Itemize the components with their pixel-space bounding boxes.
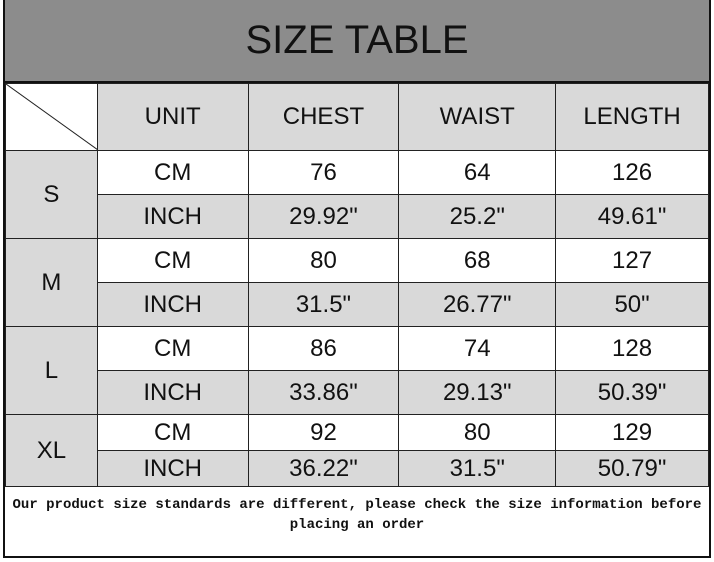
cell-unit: INCH <box>96 370 249 415</box>
page-title: SIZE TABLE <box>5 0 709 83</box>
footer-note: Our product size standards are different… <box>12 497 702 533</box>
cell-waist: 31.5" <box>398 450 557 487</box>
cell-length: 126 <box>555 150 709 195</box>
cell-chest: 76 <box>247 150 400 195</box>
table-row: XL CM 92 80 129 <box>5 414 709 487</box>
cell-length: 50.39" <box>555 370 709 415</box>
cell-unit: CM <box>96 326 249 371</box>
cell-chest: 92 <box>247 414 400 451</box>
cell-waist: 68 <box>398 238 557 283</box>
cell-waist: 80 <box>398 414 557 451</box>
cell-unit: INCH <box>96 450 249 487</box>
cell-waist: 26.77" <box>398 282 557 327</box>
cell-chest: 80 <box>247 238 400 283</box>
table-row: L CM 86 74 128 <box>5 326 709 415</box>
header-length: LENGTH <box>555 83 709 151</box>
size-label: L <box>5 326 98 415</box>
cell-waist: 64 <box>398 150 557 195</box>
size-label: S <box>5 150 98 239</box>
cell-length: 50.79" <box>555 450 709 487</box>
size-label: M <box>5 238 98 327</box>
cell-waist: 29.13" <box>398 370 557 415</box>
cell-length: 50" <box>555 282 709 327</box>
cell-chest: 36.22" <box>247 450 400 487</box>
header-chest: CHEST <box>247 83 400 151</box>
cell-length: 49.61" <box>555 194 709 239</box>
cell-chest: 29.92" <box>247 194 400 239</box>
cell-length: 128 <box>555 326 709 371</box>
diagonal-line <box>6 84 98 150</box>
cell-length: 127 <box>555 238 709 283</box>
table-row: S CM 76 64 126 <box>5 150 709 239</box>
cell-unit: CM <box>96 238 249 283</box>
cell-unit: CM <box>96 150 249 195</box>
table-row: INCH 36.22" 31.5" 50.79" <box>6 450 709 487</box>
cell-length: 129 <box>555 414 709 451</box>
size-label: XL <box>5 414 98 487</box>
table-row: INCH 33.86" 29.13" 50.39" <box>6 370 709 415</box>
table-row: INCH 29.92" 25.2" 49.61" <box>6 194 709 239</box>
cell-unit: INCH <box>96 282 249 327</box>
header-unit: UNIT <box>96 83 249 151</box>
cell-chest: 31.5" <box>247 282 400 327</box>
cell-chest: 86 <box>247 326 400 371</box>
table-row: M CM 80 68 127 <box>5 238 709 327</box>
cell-unit: CM <box>96 414 249 451</box>
cell-waist: 74 <box>398 326 557 371</box>
size-table: UNIT CHEST WAIST LENGTH S CM 76 64 126 INCH 29… <box>5 83 709 487</box>
cell-chest: 33.86" <box>247 370 400 415</box>
header-row: UNIT CHEST WAIST LENGTH <box>5 83 709 151</box>
cell-unit: INCH <box>96 194 249 239</box>
cell-waist: 25.2" <box>398 194 557 239</box>
table-row: INCH 31.5" 26.77" 50" <box>6 282 709 327</box>
corner-cell <box>5 83 98 151</box>
size-table-container: SIZE TABLE UNIT CHEST WAIST LENGTH S CM 76… <box>3 0 711 558</box>
header-waist: WAIST <box>398 83 557 151</box>
